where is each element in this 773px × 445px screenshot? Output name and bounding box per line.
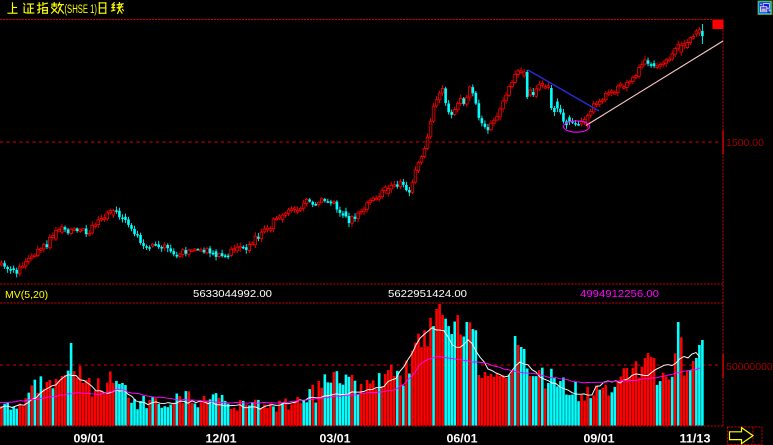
svg-text:12/01: 12/01 [206,432,237,445]
svg-text:MV(5,20): MV(5,20) [5,289,48,301]
svg-text:50000000: 50000000 [726,361,773,373]
svg-text:5633044992.00: 5633044992.00 [193,288,272,300]
svg-text:5622951424.00: 5622951424.00 [388,288,467,300]
svg-text:09/01: 09/01 [74,432,105,445]
svg-text:06/01: 06/01 [447,432,478,445]
svg-text:4994912256.00: 4994912256.00 [580,288,659,300]
svg-text:11/13: 11/13 [680,432,711,445]
svg-text:1500.00: 1500.00 [726,137,764,149]
svg-text:(SHSE 1): (SHSE 1) [65,4,98,16]
svg-text:03/01: 03/01 [320,432,351,445]
svg-text:09/01: 09/01 [584,432,615,445]
